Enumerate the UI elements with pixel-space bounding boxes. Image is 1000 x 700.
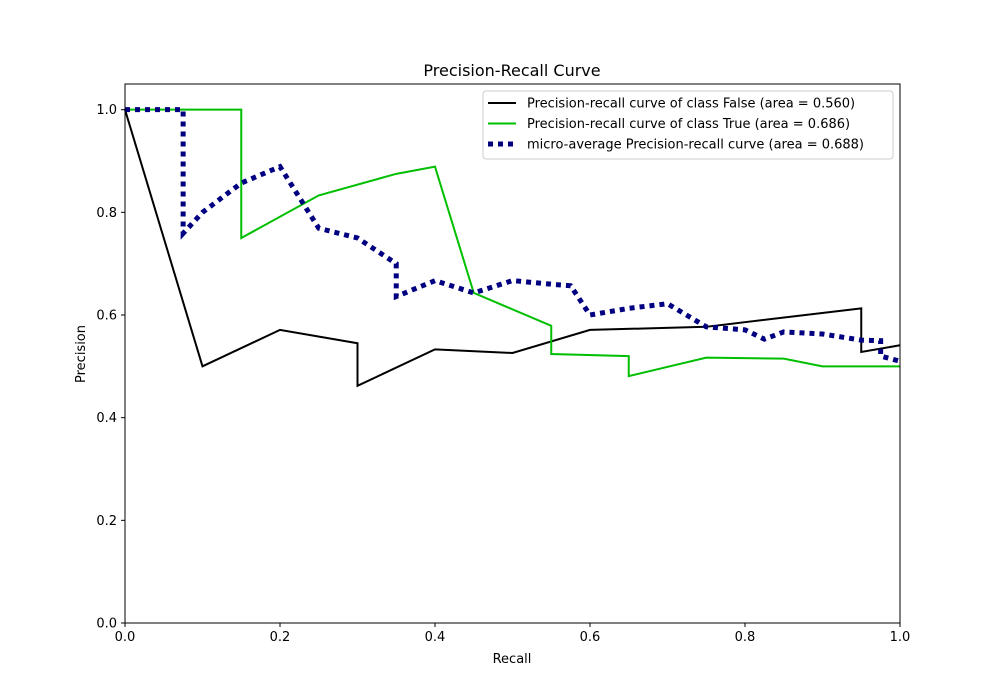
y-tick-label: 0.6 [96, 309, 117, 324]
legend-box [482, 90, 894, 160]
y-tick-label: 0.8 [96, 206, 117, 221]
x-tick-label: 0.0 [115, 630, 136, 645]
y-tick-label: 0.2 [96, 514, 117, 529]
legend-label-2: micro-average Precision-recall curve (ar… [527, 138, 864, 153]
x-tick-label: 0.2 [270, 630, 291, 645]
series-line-0 [124, 109, 901, 388]
legend-label-1: Precision-recall curve of class True (ar… [527, 117, 850, 132]
plot-frame [124, 83, 901, 624]
series-lines [124, 107, 901, 388]
series-line-1 [125, 108, 900, 378]
x-axis: 0.0 0.2 0.4 0.6 0.8 1.0 [115, 623, 911, 645]
legend: Precision-recall curve of class False (a… [482, 90, 894, 160]
y-tick-label: 0.4 [96, 411, 117, 426]
series-line-2 [125, 107, 901, 364]
y-axis: 0.0 0.2 0.4 0.6 0.8 1.0 [96, 103, 125, 632]
x-tick-label: 1.0 [890, 630, 911, 645]
chart-title: Precision-Recall Curve [423, 61, 600, 80]
legend-label-0: Precision-recall curve of class False (a… [527, 97, 855, 112]
x-tick-label: 0.6 [580, 630, 601, 645]
y-tick-label: 1.0 [96, 103, 117, 118]
y-axis-label: Precision [74, 325, 89, 383]
y-tick-label: 0.0 [96, 617, 117, 632]
x-tick-label: 0.4 [425, 630, 446, 645]
x-tick-label: 0.8 [735, 630, 756, 645]
x-axis-label: Recall [493, 652, 532, 667]
